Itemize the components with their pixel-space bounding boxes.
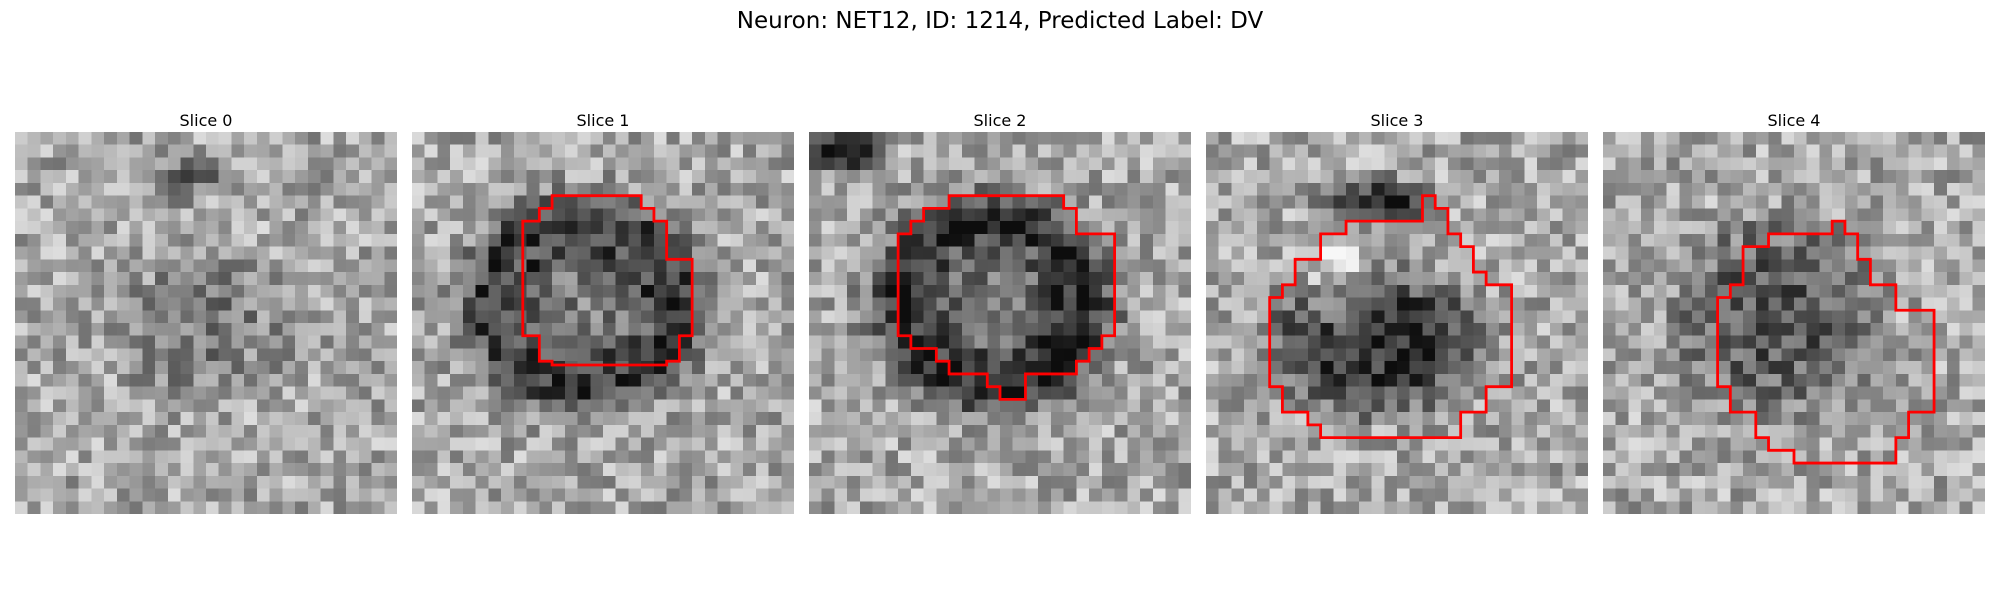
slice-panel-0: Slice 0 (15, 110, 397, 514)
slice-image (1603, 132, 1985, 514)
figure-title: Neuron: NET12, ID: 1214, Predicted Label… (736, 8, 1264, 34)
slice-title: Slice 0 (179, 111, 233, 130)
slice-title: Slice 4 (1767, 111, 1821, 130)
slice-title: Slice 2 (973, 111, 1027, 130)
segmentation-outline (1716, 219, 1936, 465)
slice-panel-2: Slice 2 (809, 110, 1191, 514)
slice-title: Slice 1 (576, 111, 630, 130)
slice-image (15, 132, 397, 514)
slice-image (1206, 132, 1588, 514)
segmentation-outline (521, 194, 694, 367)
slice-image (412, 132, 794, 514)
slice-title: Slice 3 (1370, 111, 1424, 130)
segmentation-outline (896, 194, 1117, 401)
segmentation-outline (1268, 194, 1514, 440)
slice-image (809, 132, 1191, 514)
slice-panel-4: Slice 4 (1603, 110, 1985, 514)
slice-panel-1: Slice 1 (412, 110, 794, 514)
slice-panel-3: Slice 3 (1206, 110, 1588, 514)
